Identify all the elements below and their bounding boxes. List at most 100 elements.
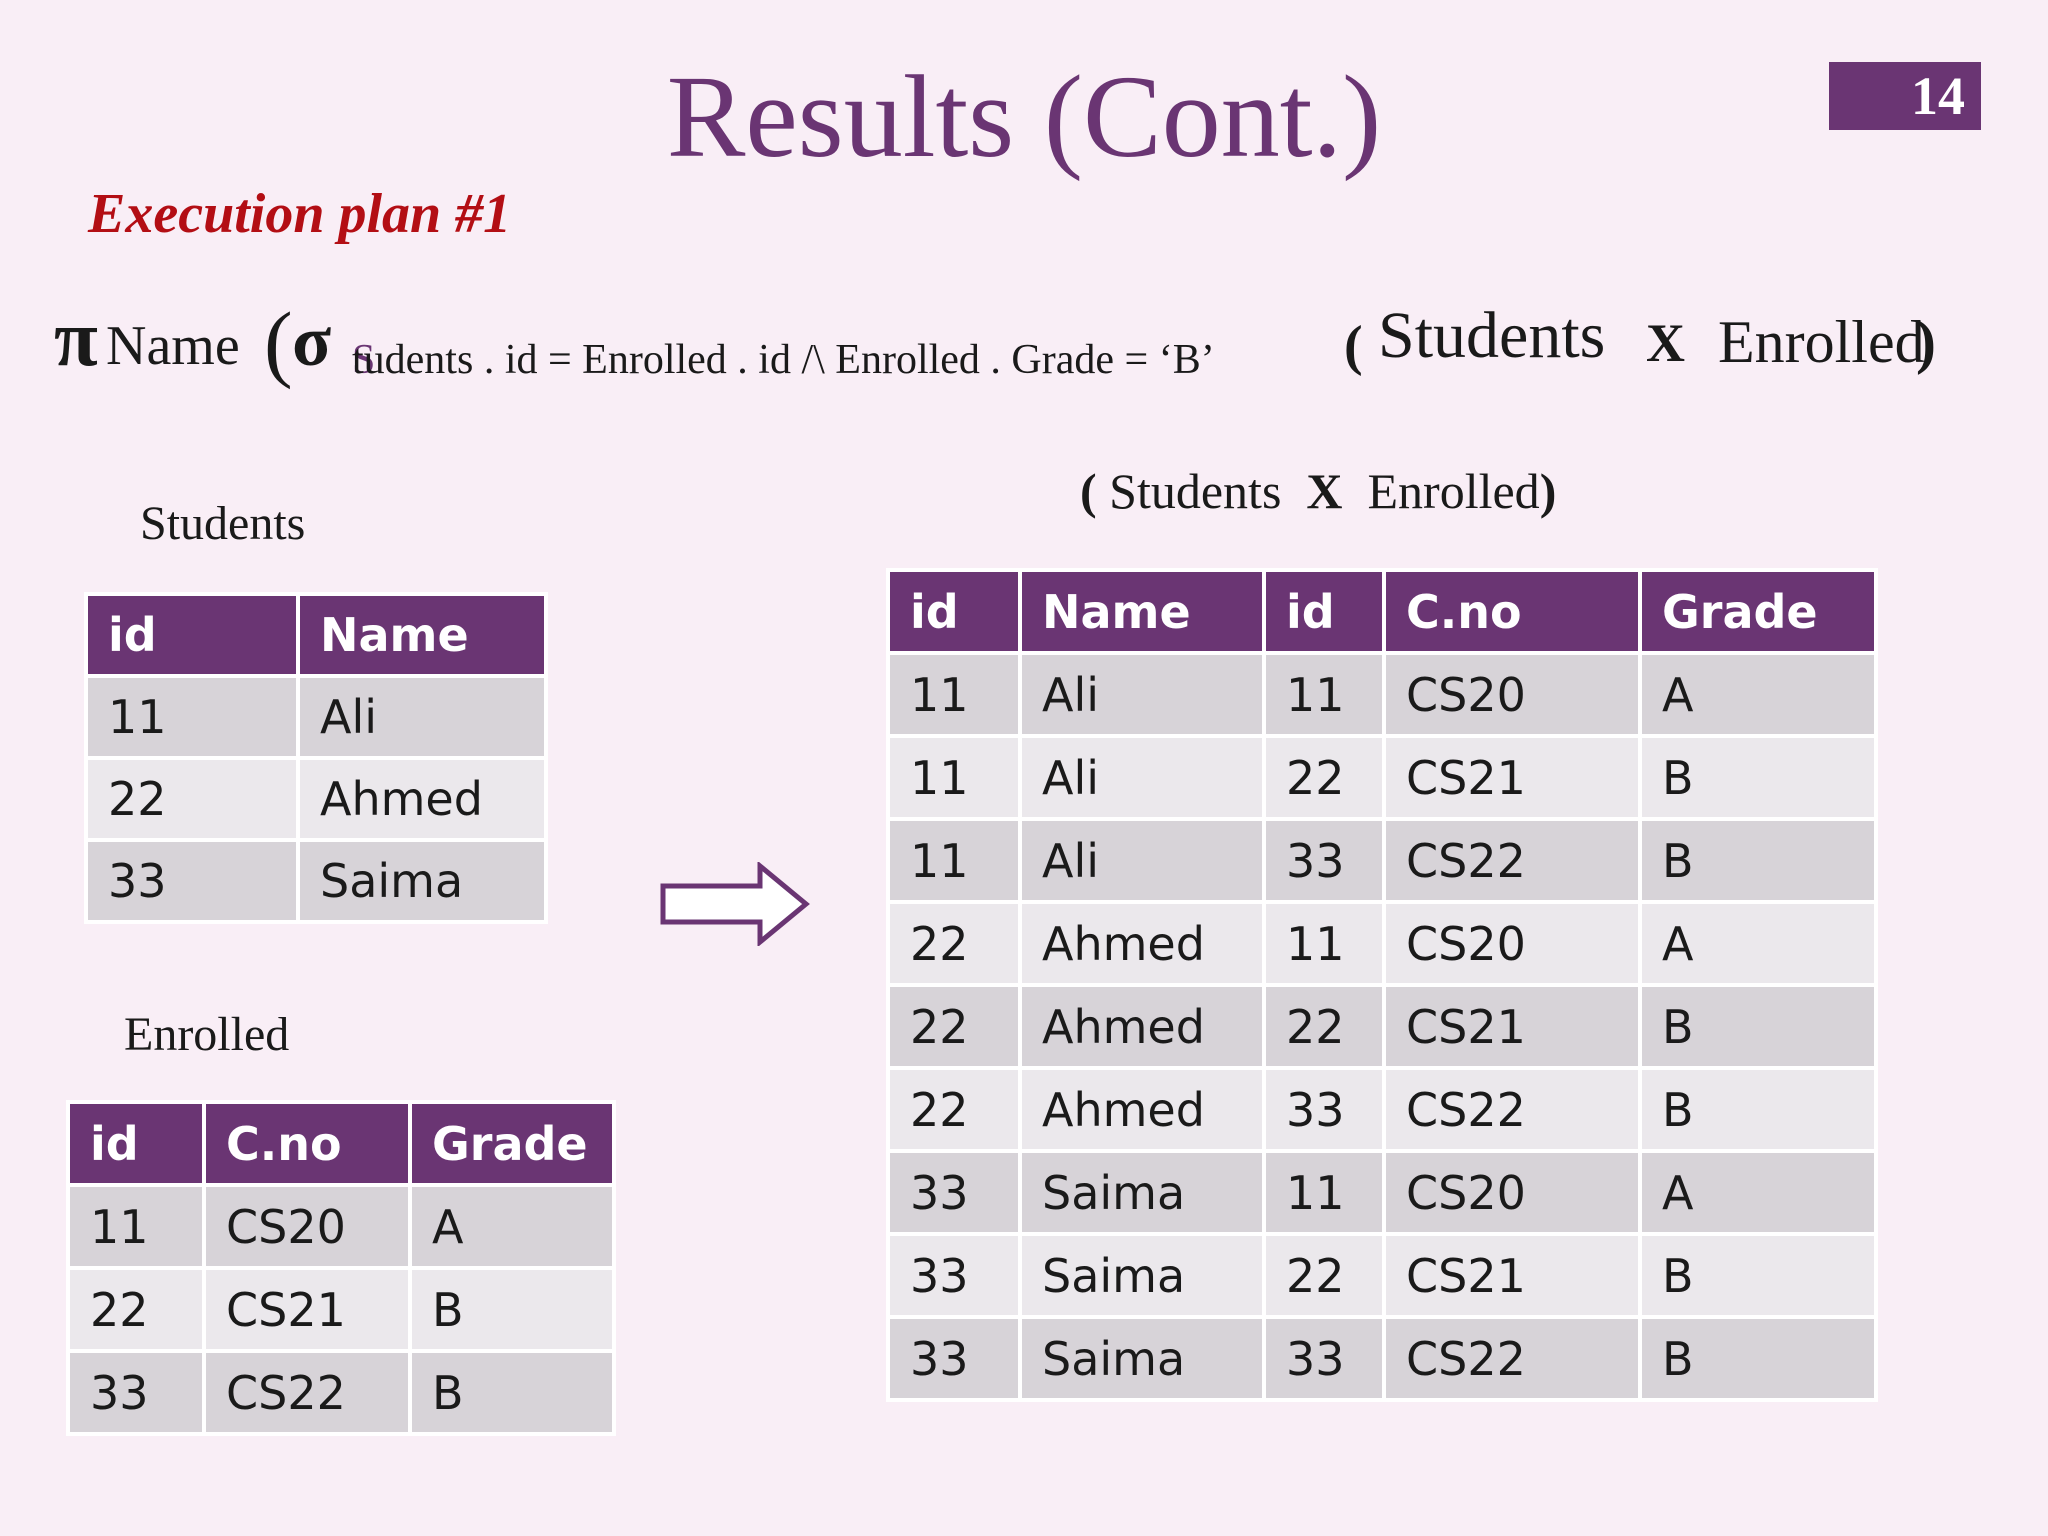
sigma-symbol: σ <box>292 301 332 381</box>
cross-product-x: X <box>1306 463 1343 519</box>
table-row: 11 Ali 22 CS21 B <box>886 734 1878 821</box>
table-cell: CS20 <box>1382 900 1642 987</box>
table-cell: Saima <box>1018 1232 1266 1319</box>
table-cell: B <box>1638 983 1878 1070</box>
table-cell: CS22 <box>1382 1315 1642 1402</box>
table-cell: 22 <box>1262 734 1386 821</box>
page-number: 14 <box>1829 62 1981 130</box>
table-cell: 11 <box>66 1183 206 1270</box>
table-cell: 22 <box>1262 983 1386 1070</box>
table-row: 11 CS20 A <box>66 1183 616 1270</box>
table-row: 11 Ali <box>84 674 548 760</box>
table-row: 22 Ahmed <box>84 756 548 842</box>
table-cell: 33 <box>1262 1315 1386 1402</box>
table-cell: 33 <box>66 1349 206 1436</box>
column-header: Grade <box>408 1100 616 1187</box>
table-row: 11 Ali 11 CS20 A <box>886 651 1878 738</box>
close-paren: ) <box>1916 309 1936 375</box>
table-cell: Ali <box>1018 651 1266 738</box>
column-header: id <box>1262 568 1386 655</box>
table-cell: Ali <box>1018 817 1266 904</box>
students-table-label: Students <box>140 497 306 550</box>
table-cell: B <box>408 1349 616 1436</box>
condition-text: tudents . id = Enrolled . id /\ Enrolled… <box>352 337 1215 383</box>
column-header: C.no <box>202 1100 412 1187</box>
table-cell: Ali <box>1018 734 1266 821</box>
cross-product-label: ( Students X Enrolled) <box>1080 462 1556 520</box>
table-cell: CS22 <box>1382 1066 1642 1153</box>
table-cell: B <box>1638 1066 1878 1153</box>
column-header: Grade <box>1638 568 1878 655</box>
table-cell: 22 <box>886 900 1022 987</box>
table-cell: CS21 <box>1382 734 1642 821</box>
column-header: id <box>66 1100 206 1187</box>
table-cell: 22 <box>66 1266 206 1353</box>
table-cell: 11 <box>886 817 1022 904</box>
table-cell: 33 <box>886 1232 1022 1319</box>
table-row: 33 Saima <box>84 838 548 924</box>
table-cell: A <box>408 1183 616 1270</box>
table-row: 22 Ahmed 33 CS22 B <box>886 1066 1878 1153</box>
column-header: Name <box>1018 568 1266 655</box>
inner-open-paren: ( <box>1344 315 1363 377</box>
table-row: 22 Ahmed 11 CS20 A <box>886 900 1878 987</box>
table-cell: Ahmed <box>296 756 548 842</box>
table-cell: 22 <box>886 983 1022 1070</box>
table-cell: 33 <box>886 1149 1022 1236</box>
table-cell: 33 <box>1262 817 1386 904</box>
column-header: id <box>886 568 1022 655</box>
table-cell: 11 <box>1262 900 1386 987</box>
table-row: 33 Saima 22 CS21 B <box>886 1232 1878 1319</box>
table-row: 33 CS22 B <box>66 1349 616 1436</box>
open-paren: ( <box>264 294 293 390</box>
students-rows: 11 Ali 22 Ahmed 33 Saima <box>84 674 548 924</box>
table-cell: 33 <box>886 1315 1022 1402</box>
table-cell: CS20 <box>1382 651 1642 738</box>
formula-enrolled: Enrolled <box>1718 309 1925 375</box>
table-cell: A <box>1638 651 1878 738</box>
table-row: 22 CS21 B <box>66 1266 616 1353</box>
pi-symbol: π <box>54 295 98 383</box>
table-cell: B <box>1638 817 1878 904</box>
table-cell: CS21 <box>1382 983 1642 1070</box>
table-header-row: id C.no Grade <box>66 1100 616 1187</box>
table-cell: CS21 <box>202 1266 412 1353</box>
cross-product-close-paren: ) <box>1539 463 1557 519</box>
table-row: 33 Saima 33 CS22 B <box>886 1315 1878 1402</box>
table-cell: A <box>1638 1149 1878 1236</box>
enrolled-table-label: Enrolled <box>124 1008 290 1061</box>
table-header-row: id Name id C.no Grade <box>886 568 1878 655</box>
table-cell: CS20 <box>202 1183 412 1270</box>
table-cell: 22 <box>1262 1232 1386 1319</box>
column-header: Name <box>296 592 548 678</box>
cross-product-table: id Name id C.no Grade 11 Ali 11 CS20 A 11 Ali 2… <box>886 568 1878 1402</box>
table-cell: Saima <box>1018 1315 1266 1402</box>
table-cell: 33 <box>1262 1066 1386 1153</box>
table-cell: 11 <box>1262 651 1386 738</box>
table-header-row: id Name <box>84 592 548 678</box>
table-row: 33 Saima 11 CS20 A <box>886 1149 1878 1236</box>
cross-product-enrolled: Enrolled <box>1367 463 1540 519</box>
cross-product-students: Students <box>1109 463 1282 519</box>
table-cell: 11 <box>886 651 1022 738</box>
execution-plan-heading: Execution plan #1 <box>88 183 512 245</box>
table-cell: Ahmed <box>1018 983 1266 1070</box>
table-cell: 11 <box>1262 1149 1386 1236</box>
table-cell: 11 <box>84 674 300 760</box>
column-header: id <box>84 592 300 678</box>
table-cell: CS22 <box>1382 817 1642 904</box>
table-cell: 33 <box>84 838 300 924</box>
table-cell: 22 <box>84 756 300 842</box>
students-table: id Name 11 Ali 22 Ahmed 33 Saima <box>84 592 548 924</box>
projection-attribute: Name <box>106 315 240 377</box>
column-header: C.no <box>1382 568 1642 655</box>
cross-product-symbol: X <box>1646 313 1685 373</box>
table-cell: CS22 <box>202 1349 412 1436</box>
slide-title: Results (Cont.) <box>666 51 1382 182</box>
condition-first-letter: S <box>352 337 376 383</box>
table-cell: Saima <box>296 838 548 924</box>
enrolled-rows: 11 CS20 A 22 CS21 B 33 CS22 B <box>66 1183 616 1436</box>
cross-product-open-paren: ( <box>1080 463 1097 519</box>
right-arrow-icon <box>660 862 810 946</box>
